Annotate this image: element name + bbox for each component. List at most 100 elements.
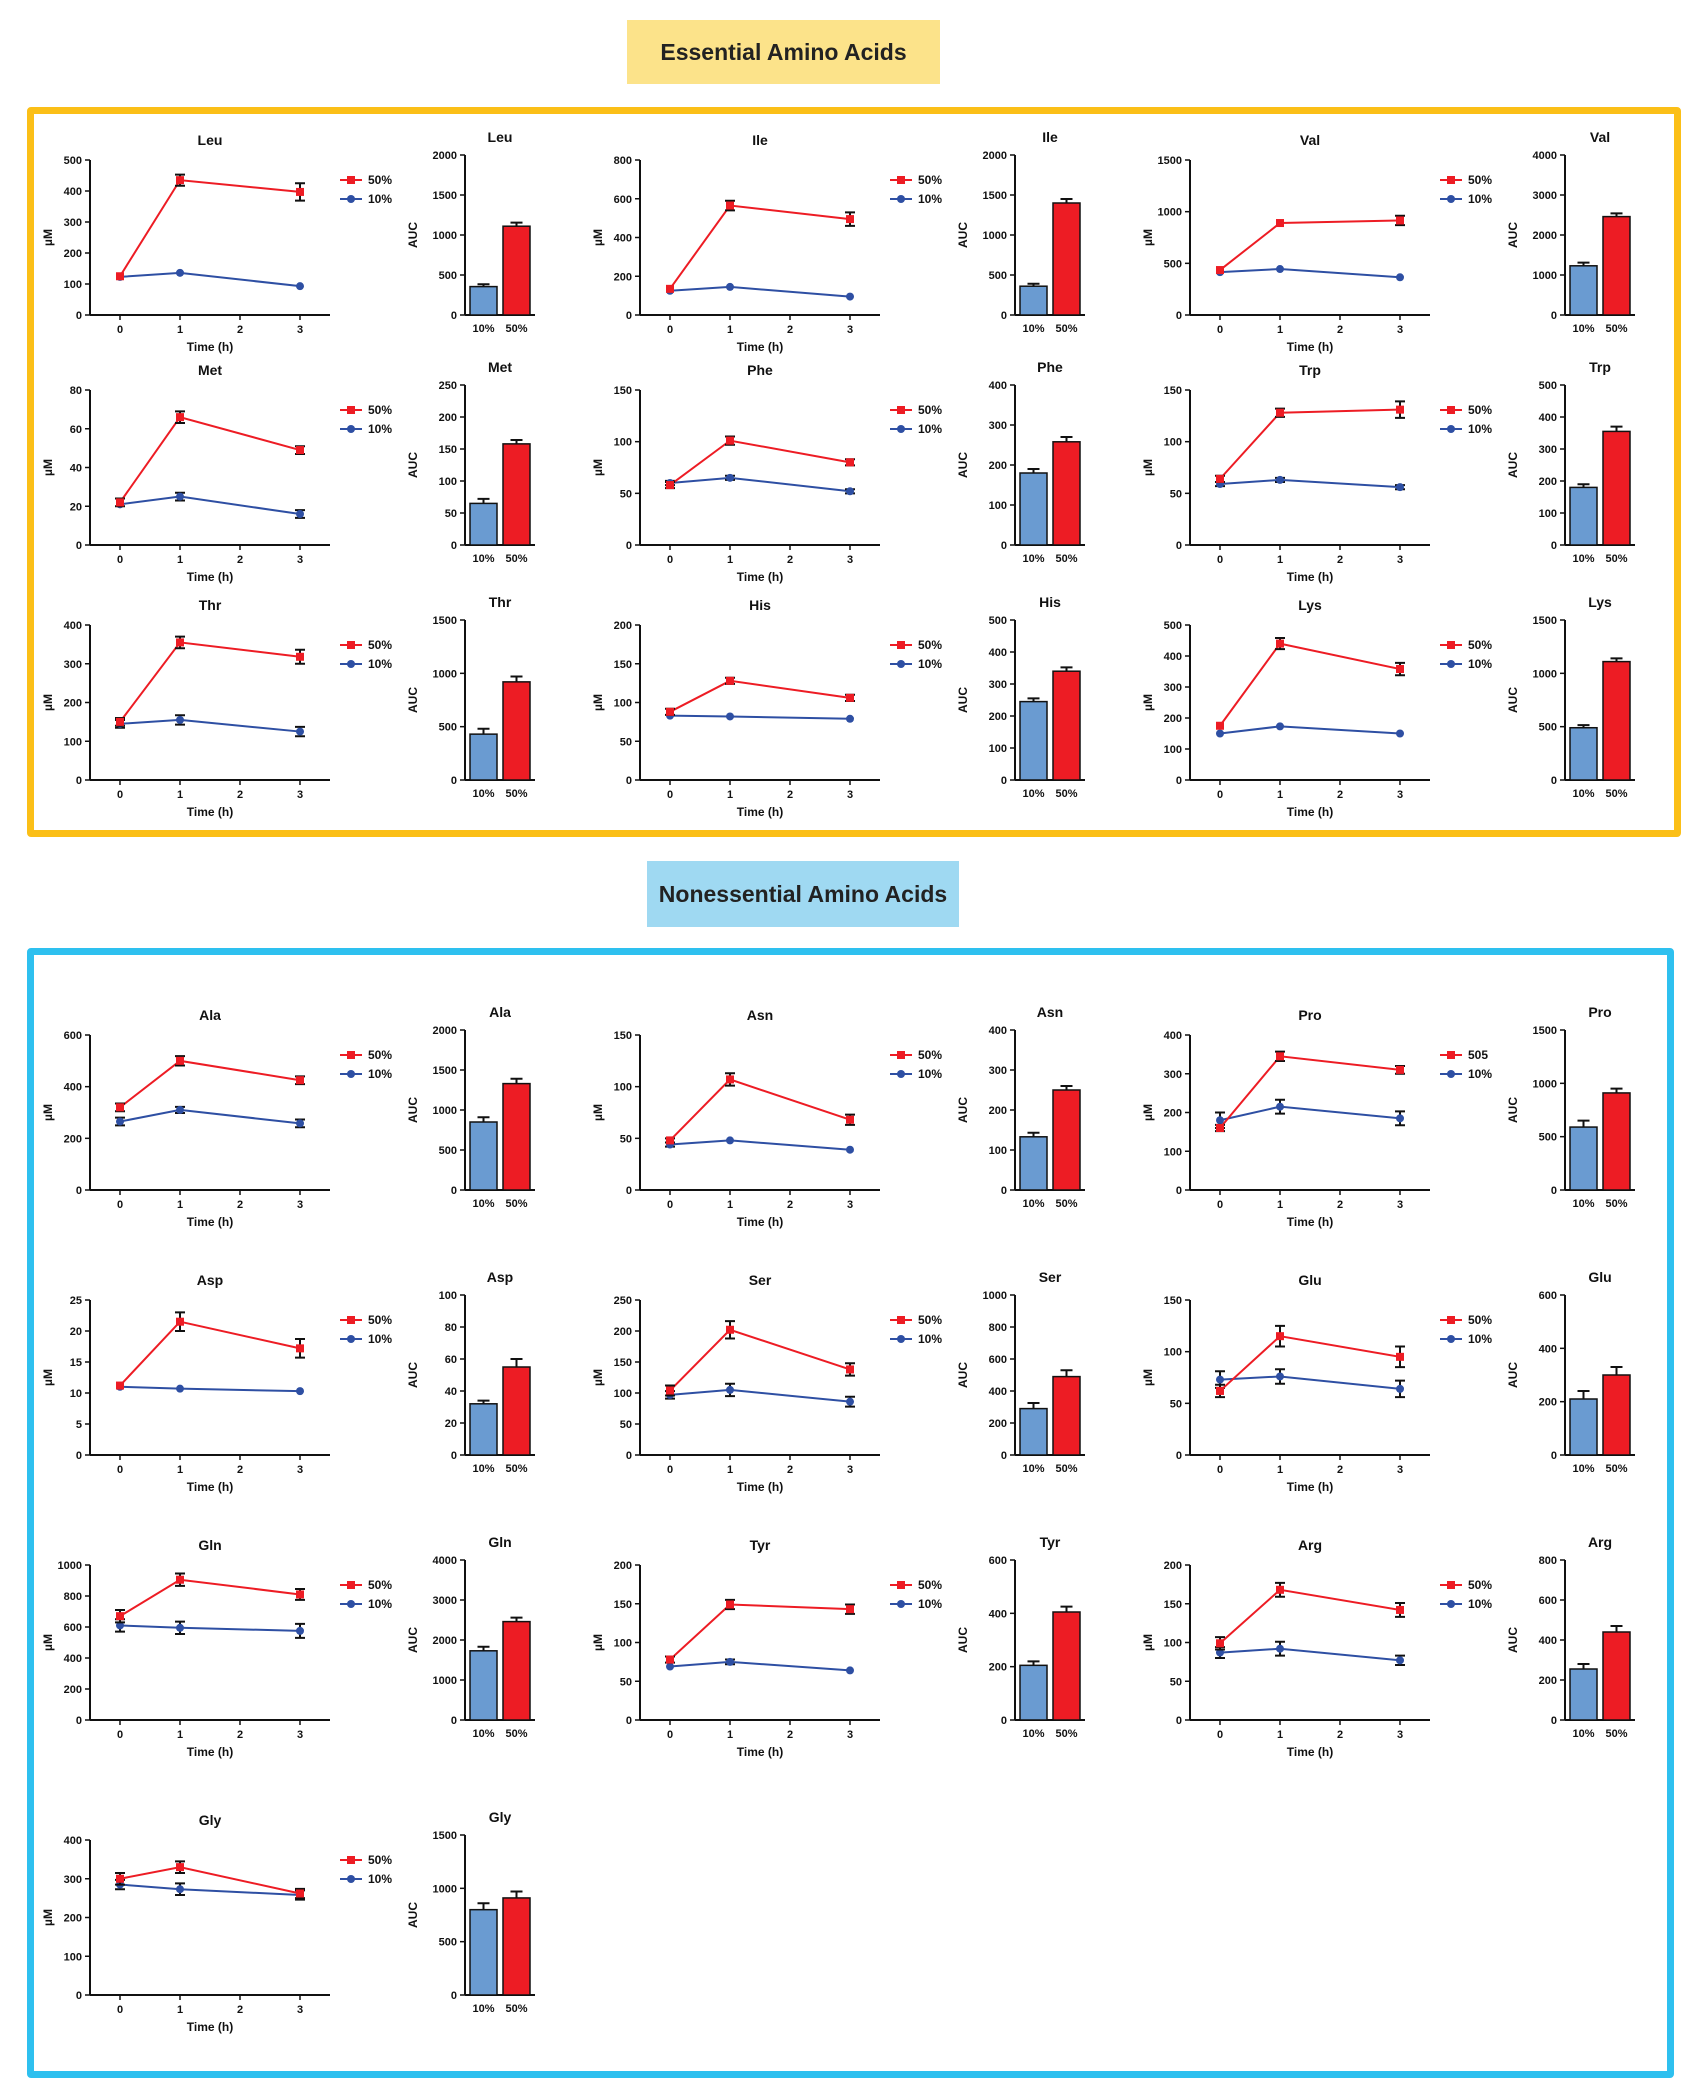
bar-50% (502, 1897, 531, 1996)
x-tick-label: 0 (1217, 554, 1223, 566)
series-line-1 (119, 495, 301, 515)
data-point-50 (726, 201, 734, 210)
bar-10% (469, 1121, 498, 1191)
y-axis-label: µM (1141, 694, 1155, 711)
bar-y-tick-label: 1500 (983, 190, 1007, 202)
y-tick-label: 0 (1176, 310, 1182, 322)
y-tick-label: 200 (1164, 1108, 1182, 1120)
y-tick-label: 400 (64, 1653, 82, 1665)
bar-y-tick-label: 150 (439, 444, 457, 456)
x-tick-label: 3 (847, 1199, 853, 1211)
bar-category-label: 50% (1055, 1463, 1077, 1475)
y-axis-label: µM (591, 1634, 605, 1651)
bar-error (1027, 282, 1040, 287)
x-axis-label: Time (h) (1287, 805, 1333, 819)
y-axis-label: µM (1141, 1369, 1155, 1386)
bar-y-tick-label: 400 (989, 380, 1007, 392)
data-point-10 (1216, 729, 1224, 738)
data-point-10 (1276, 1372, 1284, 1381)
bar-50% (1052, 202, 1081, 316)
bar-y-tick-label: 60 (445, 1354, 457, 1366)
bar-y-axis-label: AUC (406, 1902, 420, 1928)
legend-label: 50% (1468, 403, 1492, 417)
bar-10% (1019, 1136, 1048, 1191)
bar-error (1577, 1119, 1590, 1128)
y-tick-label: 500 (1164, 620, 1182, 632)
bar-chart-title: Asp (487, 1269, 513, 1285)
legend-label: 50% (368, 1578, 392, 1592)
x-tick-label: 2 (1337, 1729, 1343, 1741)
x-tick-label: 2 (1337, 1464, 1343, 1476)
bar-error (1027, 1402, 1040, 1409)
bar-y-tick-label: 400 (989, 1386, 1007, 1398)
bar-y-tick-label: 80 (445, 1322, 457, 1334)
data-point-50 (296, 652, 304, 661)
y-tick-label: 200 (1164, 1560, 1182, 1572)
x-tick-label: 1 (177, 1729, 183, 1741)
bar-y-tick-label: 800 (989, 1322, 1007, 1334)
legend-marker-circle (897, 1070, 905, 1078)
data-point-50 (116, 498, 124, 507)
line-chart-title: Phe (747, 362, 773, 378)
y-axis-label: µM (41, 694, 55, 711)
bar-y-tick-label: 1000 (1533, 1078, 1557, 1090)
panel-val: Val 0 500 1000 1500 0 1 2 3 Time (h) µM 50% 10% Val 0 1… (1141, 129, 1635, 354)
data-point-50 (296, 1076, 304, 1085)
bar-error (1577, 1390, 1590, 1399)
x-tick-label: 2 (237, 2004, 243, 2016)
x-tick-label: 0 (667, 1199, 673, 1211)
bar-category-label: 50% (505, 1463, 527, 1475)
x-axis-label: Time (h) (737, 1480, 783, 1494)
x-tick-label: 3 (297, 324, 303, 336)
bar-y-tick-label: 400 (1539, 1343, 1557, 1355)
legend-marker-square (347, 1316, 355, 1324)
bar-error (510, 1358, 523, 1367)
series-line-0 (1219, 1588, 1401, 1645)
bar-chart-title: Gly (489, 1809, 512, 1825)
bar-category-label: 10% (472, 1728, 494, 1740)
bar-category-label: 10% (1572, 788, 1594, 800)
x-tick-label: 1 (727, 1729, 733, 1741)
bar-error (1577, 1663, 1590, 1669)
y-tick-label: 50 (620, 488, 632, 500)
bar-y-tick-label: 40 (445, 1386, 457, 1398)
series-line-1 (669, 714, 851, 720)
data-point-50 (666, 1386, 674, 1395)
x-tick-label: 2 (787, 789, 793, 801)
series-line-1 (669, 1660, 851, 1672)
data-point-10 (176, 1105, 184, 1114)
y-tick-label: 50 (1170, 1676, 1182, 1688)
bar-y-tick-label: 400 (989, 647, 1007, 659)
bar-category-label: 50% (1605, 553, 1627, 565)
data-point-10 (726, 712, 734, 721)
bar-error (1027, 1660, 1040, 1666)
series-line-0 (119, 415, 301, 503)
bar-y-tick-label: 1500 (433, 615, 457, 627)
x-tick-label: 3 (297, 2004, 303, 2016)
y-tick-label: 400 (614, 233, 632, 245)
bar-y-tick-label: 500 (989, 270, 1007, 282)
x-tick-label: 0 (667, 324, 673, 336)
bar-y-tick-label: 1000 (1533, 270, 1557, 282)
x-tick-label: 2 (237, 324, 243, 336)
legend-marker-square (1447, 1316, 1455, 1324)
data-point-50 (726, 1325, 734, 1334)
data-point-50 (1276, 1585, 1284, 1594)
bar-chart-title: Lys (1588, 594, 1612, 610)
data-point-50 (846, 215, 854, 224)
bar-y-tick-label: 0 (1001, 310, 1007, 322)
data-point-50 (1396, 405, 1404, 414)
bar-10% (1569, 265, 1598, 316)
x-tick-label: 2 (1337, 789, 1343, 801)
bar-y-tick-label: 400 (1539, 412, 1557, 424)
bar-chart-title: Ser (1039, 1269, 1062, 1285)
legend-marker-circle (347, 1600, 355, 1608)
bar-10% (469, 1403, 498, 1456)
y-tick-label: 20 (70, 501, 82, 513)
bar-y-axis-label: AUC (406, 1097, 420, 1123)
x-axis-label: Time (h) (187, 1480, 233, 1494)
bar-error (477, 1116, 490, 1122)
line-chart-title: Asp (197, 1272, 223, 1288)
y-tick-label: 100 (1164, 1146, 1182, 1158)
bar-y-tick-label: 300 (1539, 444, 1557, 456)
